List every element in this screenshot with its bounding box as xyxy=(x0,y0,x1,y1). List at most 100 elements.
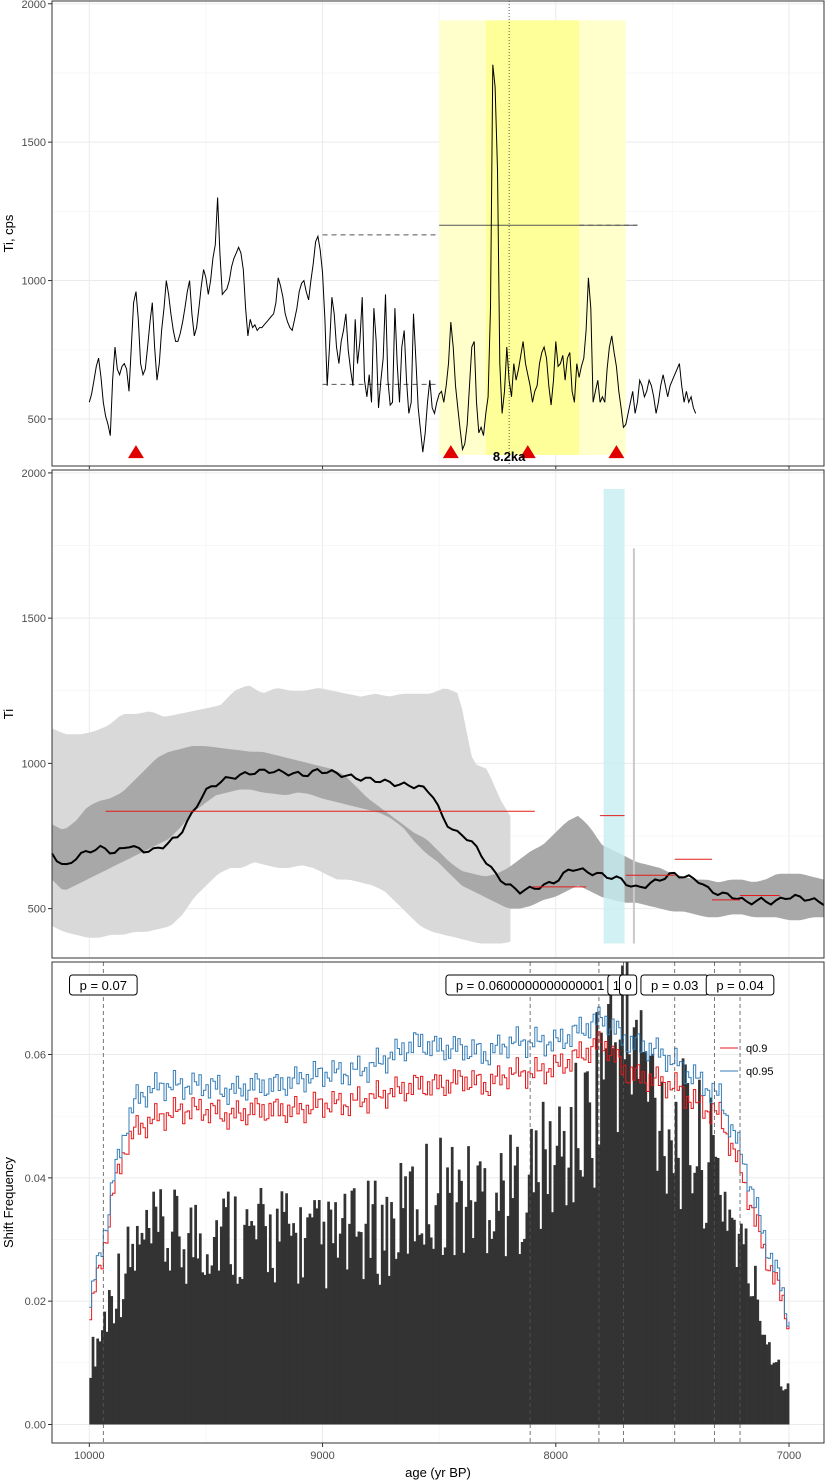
shift-frequency-bar xyxy=(324,1288,328,1425)
shift-frequency-bar xyxy=(408,1171,412,1425)
shift-frequency-bar xyxy=(630,1094,634,1425)
x-axis-title: age (yr BP) xyxy=(405,1465,471,1480)
shift-frequency-bar xyxy=(618,1039,622,1425)
shift-frequency-bar xyxy=(464,1206,468,1425)
shift-frequency-bar xyxy=(152,1191,156,1425)
shift-frequency-bar xyxy=(103,1311,107,1425)
shift-frequency-bar xyxy=(418,1235,421,1425)
shift-frequency-bar xyxy=(289,1235,293,1425)
shift-frequency-bar xyxy=(719,1194,722,1425)
shift-frequency-bar xyxy=(294,1232,298,1425)
shift-frequency-bar xyxy=(469,1200,473,1425)
shift-frequency-bar xyxy=(511,1198,515,1425)
shift-frequency-bar xyxy=(201,1272,205,1425)
y-tick-label: 1000 xyxy=(22,276,46,288)
shift-frequency-bar xyxy=(306,1217,309,1425)
shift-frequency-bar xyxy=(492,1231,496,1425)
shift-frequency-bar xyxy=(772,1362,776,1425)
shift-frequency-bar xyxy=(628,1054,631,1425)
shift-frequency-bar xyxy=(576,1148,580,1425)
shift-frequency-bar xyxy=(215,1220,218,1425)
y-tick-label: 500 xyxy=(28,904,46,916)
shift-frequency-bar xyxy=(716,1157,720,1425)
top-highlight-bands xyxy=(439,20,626,455)
y-tick-label: 1500 xyxy=(22,137,46,149)
shift-frequency-bar xyxy=(154,1206,158,1425)
shift-frequency-bar xyxy=(474,1201,477,1425)
shift-frequency-bar xyxy=(476,1165,480,1425)
bottom-panel-border xyxy=(51,961,825,1444)
shift-frequency-bar xyxy=(280,1191,284,1425)
shift-frequency-bar xyxy=(726,1230,729,1425)
shift-frequency-bar xyxy=(588,1102,592,1425)
shift-frequency-bar xyxy=(177,1236,181,1425)
shift-frequency-bar xyxy=(644,1051,648,1425)
shift-frequency-bar xyxy=(427,1224,431,1425)
shift-frequency-bar xyxy=(646,1101,650,1425)
shift-frequency-bar xyxy=(331,1243,335,1425)
top-panel-border xyxy=(51,0,825,467)
shift-frequency-bar xyxy=(219,1226,223,1425)
shift-frequency-bar xyxy=(341,1218,344,1425)
shift-frequency-bar xyxy=(660,1081,664,1425)
shift-frequency-bar xyxy=(667,1129,671,1425)
shift-frequency-bar xyxy=(434,1205,438,1425)
shift-frequency-bar xyxy=(175,1195,179,1425)
change-point-lines xyxy=(102,962,741,1443)
shift-frequency-bar xyxy=(224,1207,228,1425)
shift-frequency-bar xyxy=(107,1290,111,1425)
shift-frequency-bar xyxy=(499,1153,503,1425)
shift-frequency-bar xyxy=(532,1192,536,1425)
shift-frequency-bar xyxy=(271,1267,274,1425)
bottom-x-ticks: 10000 9000 8000 7000 xyxy=(74,1443,801,1462)
shift-frequency-bar xyxy=(119,1317,123,1425)
shift-frequency-bar xyxy=(208,1273,211,1425)
top-event-triangles xyxy=(127,445,625,459)
shift-frequency-bar xyxy=(548,1121,552,1425)
shift-frequency-bar xyxy=(184,1283,188,1425)
shift-frequency-bar xyxy=(240,1279,244,1425)
shift-frequency-bar xyxy=(429,1237,433,1425)
shift-frequency-bar xyxy=(455,1202,459,1425)
shift-frequency-bar xyxy=(684,1064,687,1425)
middle-y-axis-title: Ti xyxy=(1,709,16,719)
shift-frequency-bar xyxy=(308,1213,312,1425)
shift-frequency-bar xyxy=(156,1231,160,1425)
shift-frequency-bar xyxy=(770,1364,774,1425)
event-triangle-marker xyxy=(442,445,459,459)
shift-frequency-bar xyxy=(226,1191,230,1425)
shift-frequency-bar xyxy=(422,1244,426,1425)
top-panel-frame xyxy=(52,1,824,466)
shift-frequency-bar xyxy=(637,1078,641,1425)
event-8-2ka-label: 8.2ka xyxy=(493,449,526,464)
p-value-label-box xyxy=(618,974,638,996)
shift-frequency-bar xyxy=(560,1156,564,1425)
legend: q0.9 q0.95 xyxy=(720,1043,774,1078)
shift-frequency-bar xyxy=(616,1132,620,1425)
shift-frequency-bar xyxy=(140,1232,144,1425)
shift-frequency-bar xyxy=(98,1341,102,1425)
shift-frequency-bar xyxy=(212,1237,216,1425)
shift-frequency-bar xyxy=(709,1097,713,1425)
outer-credible-band xyxy=(52,685,511,944)
shift-frequency-bar xyxy=(758,1320,762,1425)
top-x-tick-marks xyxy=(88,466,790,469)
shift-frequency-bar xyxy=(112,1323,116,1425)
shift-frequency-bar xyxy=(114,1308,118,1425)
shift-frequency-bar xyxy=(579,1170,582,1425)
shift-frequency-bar xyxy=(495,1192,498,1425)
shift-frequency-bar xyxy=(380,1204,384,1425)
p-value-label-text: p = 0.03 xyxy=(651,978,698,993)
ti-cps-panel: 8.2ka 500 1000 1500 2000 Ti, cps xyxy=(1,0,825,469)
shift-frequency-bar xyxy=(733,1219,736,1425)
y-tick-label: 0.00 xyxy=(25,1420,46,1432)
shift-frequency-bar xyxy=(301,1277,305,1425)
cyan-change-band xyxy=(603,488,625,944)
shift-frequency-bar xyxy=(621,965,624,1425)
shift-frequency-bar xyxy=(366,1180,370,1425)
shift-frequency-bar xyxy=(441,1254,445,1425)
x-tick-label: 8000 xyxy=(544,1450,568,1462)
shift-frequency-bar xyxy=(394,1258,398,1425)
shift-frequency-bar xyxy=(259,1187,263,1425)
